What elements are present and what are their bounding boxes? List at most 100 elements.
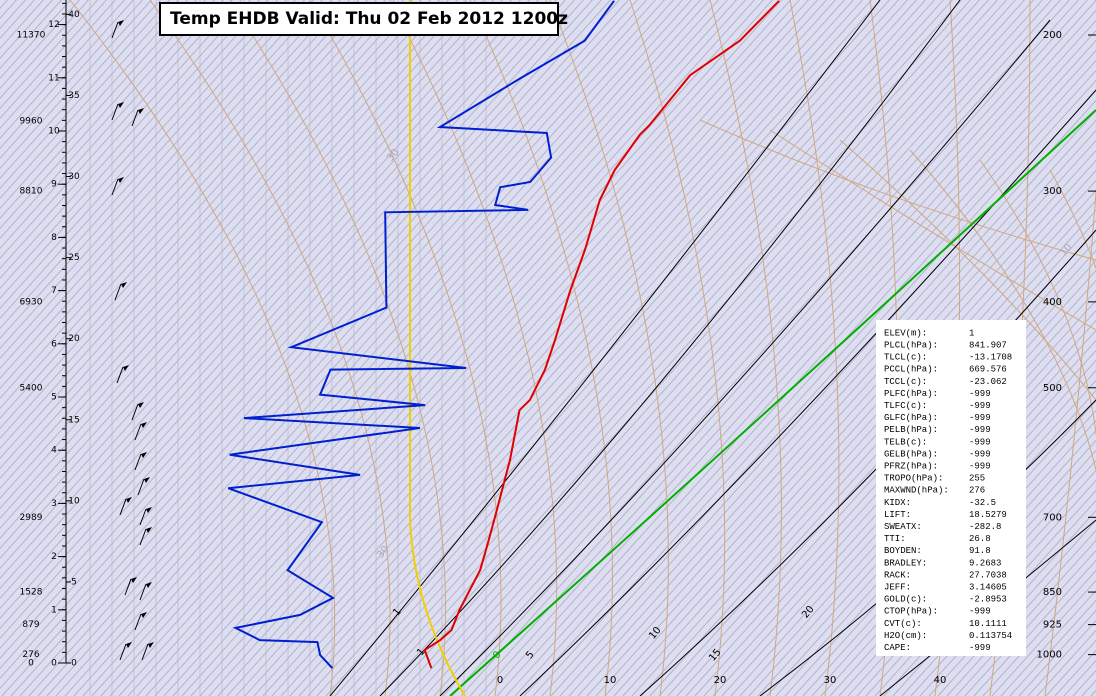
hatch-line xyxy=(955,539,1096,696)
wind-flag xyxy=(146,582,152,588)
wind-barb xyxy=(131,109,139,127)
hatch-line xyxy=(0,0,134,149)
index-value: 9.2683 xyxy=(969,558,1001,568)
km-label: 9 xyxy=(51,180,57,190)
dry-adiabat xyxy=(149,0,391,696)
km-label: 5 xyxy=(51,393,57,403)
index-name: LIFT: xyxy=(884,510,911,520)
hatch-line xyxy=(541,79,1096,696)
index-name: TLFC(c): xyxy=(884,401,927,411)
hatch-line xyxy=(559,99,1096,696)
index-value: 27.7038 xyxy=(969,570,1007,580)
wind-barb xyxy=(139,528,147,546)
wind-flag xyxy=(118,177,124,183)
index-value: 255 xyxy=(969,474,985,484)
dry-adiabat xyxy=(469,0,613,696)
index-name: BRADLEY: xyxy=(884,558,927,568)
moist-adiabat xyxy=(979,159,1096,540)
pressure-label: 300 xyxy=(1043,186,1062,197)
hatch-line xyxy=(289,0,917,696)
wind-barb xyxy=(139,508,147,526)
hatch-line xyxy=(0,0,368,409)
hatch-line xyxy=(154,0,782,696)
wind-flag xyxy=(131,577,137,583)
hatch-line xyxy=(388,0,1016,696)
hatch-line xyxy=(982,569,1096,696)
kft-label: 5 xyxy=(71,577,77,587)
height-label: 9960 xyxy=(20,116,43,126)
index-name: CTOP(hPa): xyxy=(884,607,938,617)
km-label: 3 xyxy=(51,499,57,509)
hatch-line xyxy=(415,0,1043,696)
hatch-line xyxy=(0,0,566,629)
hatch-line xyxy=(0,0,215,239)
wind-flag xyxy=(118,20,124,26)
index-value: 0.113754 xyxy=(969,631,1012,641)
wind-flag xyxy=(121,282,127,288)
hatch-line xyxy=(748,309,1096,696)
hatch-line xyxy=(739,299,1096,696)
index-name: RACK: xyxy=(884,570,911,580)
wind-barb xyxy=(134,423,142,441)
reference-line xyxy=(449,109,1096,696)
hatch-line xyxy=(37,0,665,696)
hatch-line xyxy=(460,0,1088,696)
hatch-line xyxy=(721,279,1096,696)
hatch-line xyxy=(343,0,971,696)
hatch-line xyxy=(217,0,845,696)
index-value: -23.062 xyxy=(969,377,1007,387)
index-value: 18.5279 xyxy=(969,510,1007,520)
hatch-line xyxy=(0,0,161,179)
km-label: 1 xyxy=(51,605,57,615)
index-name: TLCL(c): xyxy=(884,353,927,363)
hatch-line xyxy=(0,0,548,609)
hatch-line xyxy=(109,0,737,696)
hatch-line xyxy=(0,0,404,449)
index-value: 276 xyxy=(969,486,985,496)
height-label: 879 xyxy=(22,620,39,630)
hatch-line xyxy=(0,0,107,119)
dry-adiabat xyxy=(629,0,726,696)
hatch-line xyxy=(973,559,1096,696)
height-label: 2989 xyxy=(20,513,43,523)
indices-box xyxy=(876,320,1026,656)
hatch-line xyxy=(0,0,359,399)
wind-barb xyxy=(111,178,119,196)
hatch-line xyxy=(0,0,143,159)
hatch-line xyxy=(73,0,701,696)
hatch-line xyxy=(1,0,629,696)
hatch-line xyxy=(19,0,647,696)
hatch-line xyxy=(127,0,755,696)
hatch-line xyxy=(0,0,224,249)
index-value: 26.8 xyxy=(969,534,991,544)
hatch-line xyxy=(226,0,854,696)
hatch-line xyxy=(0,0,296,329)
index-value: -13.1708 xyxy=(969,353,1012,363)
km-label: 10 xyxy=(48,127,60,137)
wind-barb xyxy=(141,643,149,661)
hatch-line xyxy=(0,0,350,389)
hatch-line xyxy=(496,29,1096,696)
pressure-label: 1000 xyxy=(1037,650,1062,661)
dry-adiabat xyxy=(229,0,447,696)
kft-label: 30 xyxy=(68,172,80,182)
line-label: 0 xyxy=(491,649,504,661)
height-label: 8810 xyxy=(20,187,43,197)
index-name: TELB(c): xyxy=(884,437,927,447)
dry-adiabat xyxy=(709,0,782,696)
wind-barb xyxy=(116,366,124,384)
hatch-line xyxy=(46,0,674,696)
hatch-line xyxy=(0,0,242,269)
temperature-label: 0 xyxy=(497,675,503,686)
title-box xyxy=(159,2,559,36)
hatch-line xyxy=(334,0,962,696)
km-label: 7 xyxy=(51,286,57,296)
pressure-label: 925 xyxy=(1043,620,1062,631)
wind-barb xyxy=(124,578,132,596)
temperature-label: 20 xyxy=(714,675,727,686)
height-label: 276 xyxy=(22,650,39,660)
pressure-label: 850 xyxy=(1043,587,1062,598)
hatch-line xyxy=(532,69,1096,696)
hatch-line xyxy=(0,0,476,529)
